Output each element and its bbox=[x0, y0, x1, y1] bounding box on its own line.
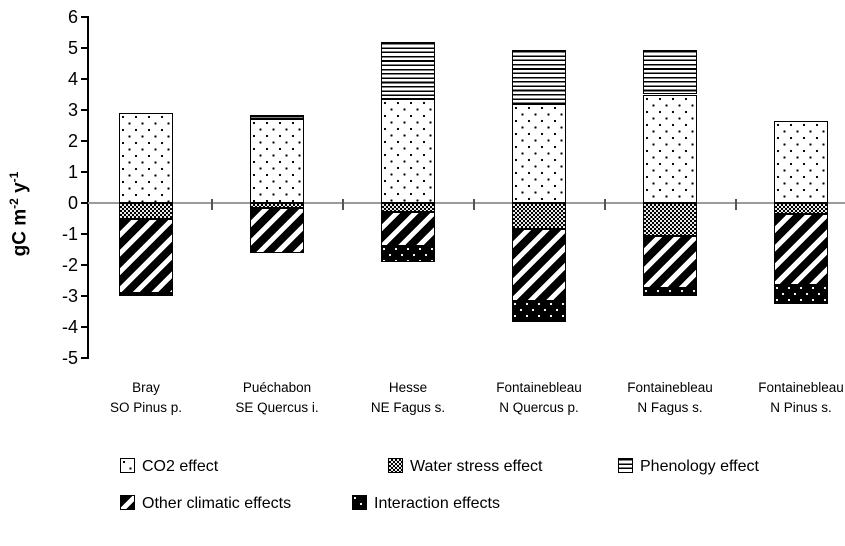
y-tick-mark bbox=[81, 109, 88, 111]
y-axis-title-text: gC m bbox=[9, 208, 31, 257]
x-axis-label-site: Fontainebleau bbox=[627, 380, 713, 395]
y-tick-mark bbox=[81, 357, 88, 359]
y-tick-label: -2 bbox=[61, 255, 78, 275]
bar-segment-phen-hlines-2 bbox=[250, 114, 304, 120]
bar-segment-phen-hlines-3 bbox=[381, 41, 435, 100]
y-tick-mark bbox=[81, 47, 88, 49]
legend-label: Interaction effects bbox=[374, 495, 500, 512]
category-tick-mark bbox=[734, 199, 737, 210]
legend-label: Water stress effect bbox=[410, 458, 543, 475]
y-tick-mark bbox=[81, 202, 88, 204]
bar-segment-oc-diag-3 bbox=[381, 212, 435, 247]
y-tick-mark bbox=[81, 140, 88, 142]
x-axis-label-stand: N Pinus s. bbox=[770, 400, 832, 415]
bar-segment-co2-dots-4 bbox=[512, 103, 566, 203]
y-axis-title: gC m-2 y-1 bbox=[7, 114, 33, 314]
x-axis-label-site: Hesse bbox=[388, 380, 428, 395]
bar-segment-phen-hlines-4 bbox=[512, 49, 566, 104]
category-tick-mark bbox=[603, 199, 606, 210]
phen-hlines-swatch-icon bbox=[618, 458, 633, 473]
y-tick-mark bbox=[81, 295, 88, 297]
x-axis-label-stand: NE Fagus s. bbox=[370, 400, 446, 415]
x-axis-label-stand: SE Quercus i. bbox=[235, 400, 319, 415]
bar-segment-int-blackdots-4 bbox=[512, 300, 566, 323]
x-axis-label-site: Fontainebleau bbox=[758, 380, 844, 395]
y-tick-label: -4 bbox=[61, 317, 78, 337]
bar-segment-ws-checker-6 bbox=[774, 203, 828, 214]
bar-segment-phen-hlines-5 bbox=[643, 49, 697, 95]
x-axis-label: Fontainebleau N Quercus p. bbox=[474, 378, 605, 418]
bar-segment-int-blackdots-3 bbox=[381, 246, 435, 262]
y-tick-label: 1 bbox=[67, 162, 78, 182]
y-tick-label: 4 bbox=[67, 69, 78, 89]
bar-segment-ws-checker-2 bbox=[250, 203, 304, 208]
bar-segment-co2-dots-2 bbox=[250, 119, 304, 203]
co2-dots-swatch-icon bbox=[120, 458, 135, 473]
x-axis-label: Bray SO Pinus p. bbox=[81, 378, 212, 418]
category-tick-mark bbox=[472, 199, 475, 210]
category-tick-mark bbox=[210, 199, 213, 210]
x-axis-label: Fontainebleau N Pinus s. bbox=[736, 378, 845, 418]
bar-segment-int-blackdots-6 bbox=[774, 285, 828, 304]
y-tick-label: 2 bbox=[67, 131, 78, 151]
bar-segment-oc-diag-2 bbox=[250, 207, 304, 253]
bar-segment-int-blackdots-1 bbox=[119, 292, 173, 296]
bar-segment-oc-diag-1 bbox=[119, 218, 173, 293]
x-axis-label-stand: N Fagus s. bbox=[637, 400, 703, 415]
bar-segment-ws-checker-3 bbox=[381, 203, 435, 213]
x-axis-label: Fontainebleau N Fagus s. bbox=[605, 378, 736, 418]
y-axis-line bbox=[87, 16, 89, 359]
bar-segment-ws-checker-1 bbox=[119, 203, 173, 219]
category-tick-mark bbox=[341, 199, 344, 210]
legend-item-co2-dots: CO2 effect bbox=[120, 458, 218, 478]
y-tick-mark bbox=[81, 171, 88, 173]
x-axis-label: Puéchabon SE Quercus i. bbox=[212, 378, 343, 418]
y-axis-title-text-2: y bbox=[9, 182, 31, 199]
x-axis-label: Hesse NE Fagus s. bbox=[343, 378, 474, 418]
bar-segment-co2-dots-1 bbox=[119, 113, 173, 203]
ws-checker-swatch-icon bbox=[388, 458, 403, 473]
bar-segment-co2-dots-6 bbox=[774, 120, 828, 203]
bar-segment-ws-checker-5 bbox=[643, 203, 697, 236]
oc-diag-swatch-icon bbox=[120, 495, 135, 510]
legend-item-phen-hlines: Phenology effect bbox=[618, 458, 759, 478]
zero-gridline bbox=[88, 202, 845, 204]
y-tick-label: 5 bbox=[67, 38, 78, 58]
bar-segment-ws-checker-4 bbox=[512, 203, 566, 230]
x-axis-label-site: Fontainebleau bbox=[496, 380, 582, 395]
y-tick-mark bbox=[81, 78, 88, 80]
int-blackdots-swatch-icon bbox=[352, 495, 367, 510]
y-tick-label: -5 bbox=[61, 348, 78, 368]
x-axis-label-site: Puéchabon bbox=[242, 380, 312, 395]
legend-label: CO2 effect bbox=[142, 458, 219, 475]
y-tick-label: 6 bbox=[67, 7, 78, 27]
bar-segment-oc-diag-6 bbox=[774, 213, 828, 286]
x-axis-label-site: Bray bbox=[132, 380, 160, 395]
legend-item-int-blackdots: Interaction effects bbox=[352, 495, 500, 515]
y-tick-mark bbox=[81, 16, 88, 18]
x-axis-label-stand: N Quercus p. bbox=[499, 400, 579, 415]
x-axis-label-stand: SO Pinus p. bbox=[109, 400, 183, 415]
bar-segment-oc-diag-4 bbox=[512, 229, 566, 301]
y-axis-title-sup-1: -2 bbox=[7, 198, 21, 209]
legend-label: Other climatic effects bbox=[142, 495, 292, 512]
y-tick-mark bbox=[81, 233, 88, 235]
y-tick-label: 0 bbox=[67, 193, 78, 213]
y-tick-label: -3 bbox=[61, 286, 78, 306]
y-tick-label: 3 bbox=[67, 100, 78, 120]
bar-segment-int-blackdots-5 bbox=[643, 288, 697, 296]
y-tick-mark bbox=[81, 264, 88, 266]
y-tick-label: -1 bbox=[61, 224, 78, 244]
legend-item-oc-diag: Other climatic effects bbox=[120, 495, 291, 515]
bar-segment-co2-dots-3 bbox=[381, 99, 435, 203]
legend-item-ws-checker: Water stress effect bbox=[388, 458, 542, 478]
bar-segment-oc-diag-5 bbox=[643, 235, 697, 289]
y-tick-mark bbox=[81, 326, 88, 328]
legend-label: Phenology effect bbox=[640, 458, 759, 475]
bar-segment-co2-dots-5 bbox=[643, 94, 697, 203]
y-axis-title-sup-2: -1 bbox=[7, 171, 21, 183]
